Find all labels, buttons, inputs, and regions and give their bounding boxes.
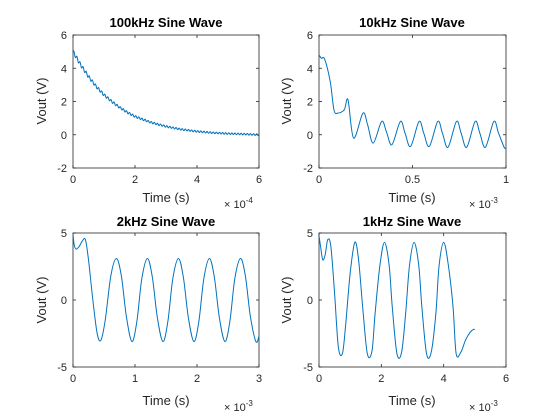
y-tick-label: 4 — [307, 63, 313, 75]
x-axis-multiplier: × 10-3 — [224, 399, 253, 414]
subplot-title: 10kHz Sine Wave — [359, 15, 465, 30]
series-line — [318, 54, 507, 150]
x-tick-label: 0 — [70, 373, 76, 385]
x-tick-label: 2 — [378, 373, 384, 385]
x-tick-label: 3 — [256, 373, 262, 385]
y-tick-label: 6 — [307, 30, 313, 42]
y-tick-label: 0 — [307, 295, 313, 307]
subplot-1khz: 1kHz Sine Wave 0 2 4 6-505 Time (s) Vout (V… — [279, 214, 509, 414]
x-tick-label: 0 — [316, 174, 322, 186]
x-tick-label: 4 — [441, 373, 447, 385]
series-line — [72, 50, 260, 136]
x-tick-label: 2 — [132, 174, 138, 186]
y-axis-label: Vout (V) — [34, 277, 49, 324]
x-tick-label: 6 — [503, 373, 509, 385]
axes-box — [72, 232, 260, 368]
series-line — [72, 234, 260, 343]
x-tick-label: 0 — [70, 174, 76, 186]
x-tick-label: 0 — [316, 373, 322, 385]
x-tick-label: 6 — [256, 174, 262, 186]
axes-box — [72, 34, 260, 169]
y-tick-label: 5 — [61, 228, 67, 240]
x-axis-multiplier: × 10-3 — [469, 196, 498, 211]
x-axis-label: Time (s) — [142, 190, 189, 205]
y-tick-label: -2 — [303, 163, 313, 175]
x-axis-label: Time (s) — [142, 393, 189, 408]
y-axis-label: Vout (V) — [34, 78, 49, 125]
y-tick-label: -5 — [303, 362, 313, 374]
x-tick-label: 0.5 — [405, 174, 420, 186]
x-axis-multiplier: × 10-3 — [469, 399, 498, 414]
subplot-title: 1kHz Sine Wave — [363, 214, 462, 229]
y-tick-label: 5 — [307, 228, 313, 240]
y-tick-label: 0 — [61, 295, 67, 307]
y-tick-label: 2 — [61, 97, 67, 109]
axes-box — [318, 34, 507, 169]
y-axis-label: Vout (V) — [279, 277, 294, 324]
x-tick-label: 1 — [503, 174, 509, 186]
subplot-title: 2kHz Sine Wave — [117, 214, 216, 229]
y-tick-label: 0 — [61, 130, 67, 142]
x-tick-label: 4 — [194, 174, 200, 186]
x-axis-multiplier: × 10-4 — [224, 196, 253, 211]
x-axis-label: Time (s) — [388, 190, 435, 205]
y-tick-label: 6 — [61, 30, 67, 42]
series-line — [318, 235, 475, 359]
x-tick-label: 2 — [194, 373, 200, 385]
y-tick-label: -5 — [57, 362, 67, 374]
subplot-2khz: 2kHz Sine Wave 0 1 2 3-505 Time (s) Vout (V… — [34, 214, 262, 414]
x-axis-label: Time (s) — [388, 393, 435, 408]
y-tick-label: 4 — [61, 63, 67, 75]
subplot-title: 100kHz Sine Wave — [110, 15, 223, 30]
plot-area: 0 2 4 6-505 — [303, 228, 509, 385]
y-tick-label: 0 — [307, 130, 313, 142]
y-tick-label: -2 — [57, 163, 67, 175]
axes-box — [318, 232, 507, 368]
y-tick-label: 2 — [307, 97, 313, 109]
x-tick-label: 1 — [132, 373, 138, 385]
plot-area: 0 1 2 3-505 — [57, 228, 262, 385]
y-axis-label: Vout (V) — [279, 78, 294, 125]
